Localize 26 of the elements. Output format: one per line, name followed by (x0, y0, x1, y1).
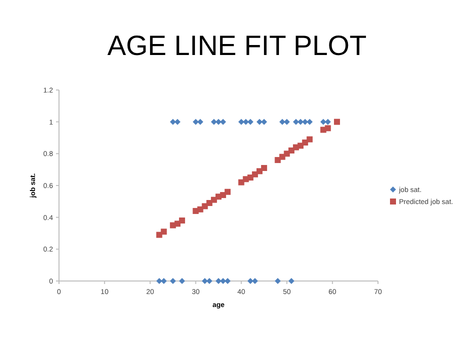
point (224, 278, 231, 284)
point (170, 278, 176, 284)
point (202, 278, 208, 284)
point (334, 118, 340, 125)
point (274, 278, 281, 284)
point (288, 278, 294, 284)
point (216, 278, 222, 284)
point (247, 278, 254, 284)
point (179, 218, 186, 224)
point (261, 164, 268, 171)
point (320, 118, 326, 125)
point (220, 118, 226, 125)
point (306, 118, 313, 125)
point (160, 228, 167, 235)
point (279, 118, 286, 125)
point (292, 118, 299, 125)
point (261, 118, 268, 125)
point (170, 118, 176, 125)
point (274, 157, 281, 164)
point (210, 118, 217, 125)
point (324, 125, 331, 132)
point (216, 118, 222, 125)
point (306, 136, 313, 142)
point (224, 188, 231, 195)
point (179, 278, 186, 284)
chart-title: AGE LINE FIT PLOT (107, 30, 367, 61)
